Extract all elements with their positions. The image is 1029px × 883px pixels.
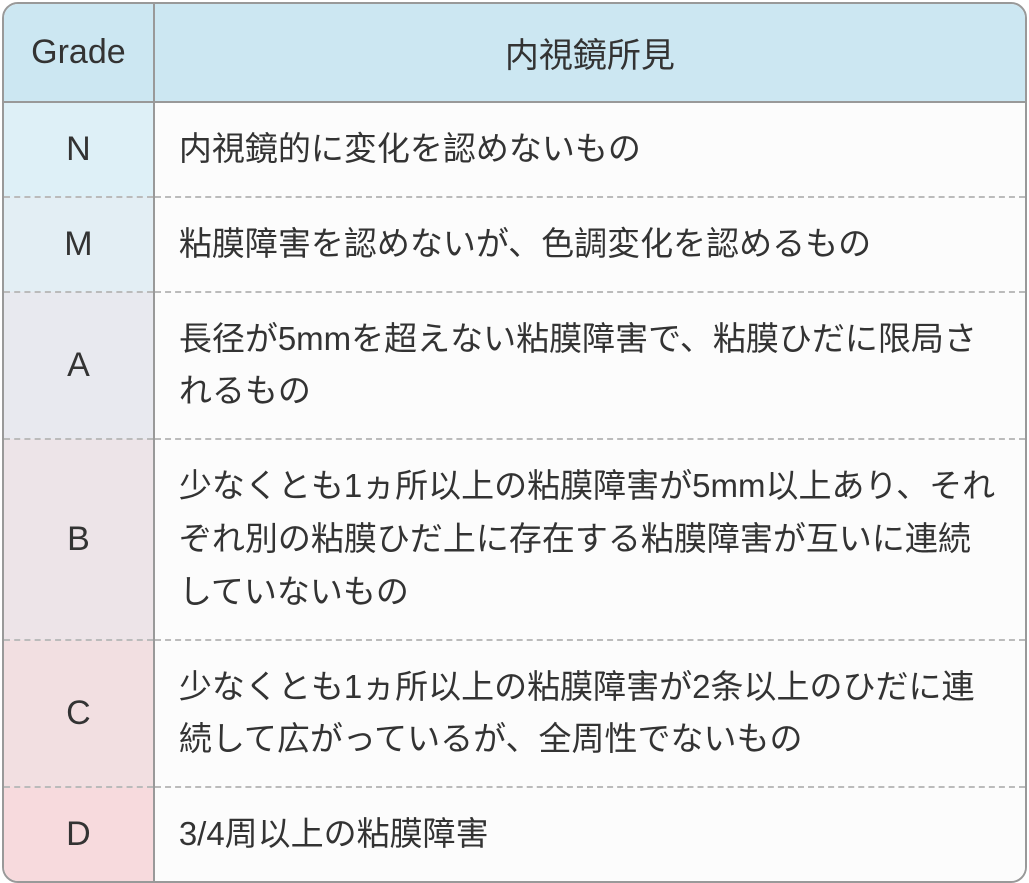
table-row: C 少なくとも1ヵ所以上の粘膜障害が2条以上のひだに連続して広がっているが、全周…	[4, 640, 1025, 788]
table-row: A 長径が5mmを超えない粘膜障害で、粘膜ひだに限局されるもの	[4, 292, 1025, 440]
table-row: N 内視鏡的に変化を認めないもの	[4, 102, 1025, 197]
header-grade: Grade	[4, 4, 154, 102]
desc-cell: 少なくとも1ヵ所以上の粘膜障害が2条以上のひだに連続して広がっているが、全周性で…	[154, 640, 1025, 788]
grade-cell: M	[4, 197, 154, 292]
desc-cell: 内視鏡的に変化を認めないもの	[154, 102, 1025, 197]
desc-cell: 少なくとも1ヵ所以上の粘膜障害が5mm以上あり、それぞれ別の粘膜ひだ上に存在する…	[154, 439, 1025, 639]
grade-cell: C	[4, 640, 154, 788]
grade-cell: A	[4, 292, 154, 440]
table-header-row: Grade 内視鏡所見	[4, 4, 1025, 102]
grade-cell: N	[4, 102, 154, 197]
header-findings: 内視鏡所見	[154, 4, 1025, 102]
grade-cell: B	[4, 439, 154, 639]
desc-cell: 粘膜障害を認めないが、色調変化を認めるもの	[154, 197, 1025, 292]
table-row: B 少なくとも1ヵ所以上の粘膜障害が5mm以上あり、それぞれ別の粘膜ひだ上に存在…	[4, 439, 1025, 639]
table-row: M 粘膜障害を認めないが、色調変化を認めるもの	[4, 197, 1025, 292]
table-body: N 内視鏡的に変化を認めないもの M 粘膜障害を認めないが、色調変化を認めるもの…	[4, 102, 1025, 881]
desc-cell: 長径が5mmを超えない粘膜障害で、粘膜ひだに限局されるもの	[154, 292, 1025, 440]
grade-table-container: Grade 内視鏡所見 N 内視鏡的に変化を認めないもの M 粘膜障害を認めない…	[2, 2, 1027, 883]
grade-table: Grade 内視鏡所見 N 内視鏡的に変化を認めないもの M 粘膜障害を認めない…	[4, 4, 1025, 881]
